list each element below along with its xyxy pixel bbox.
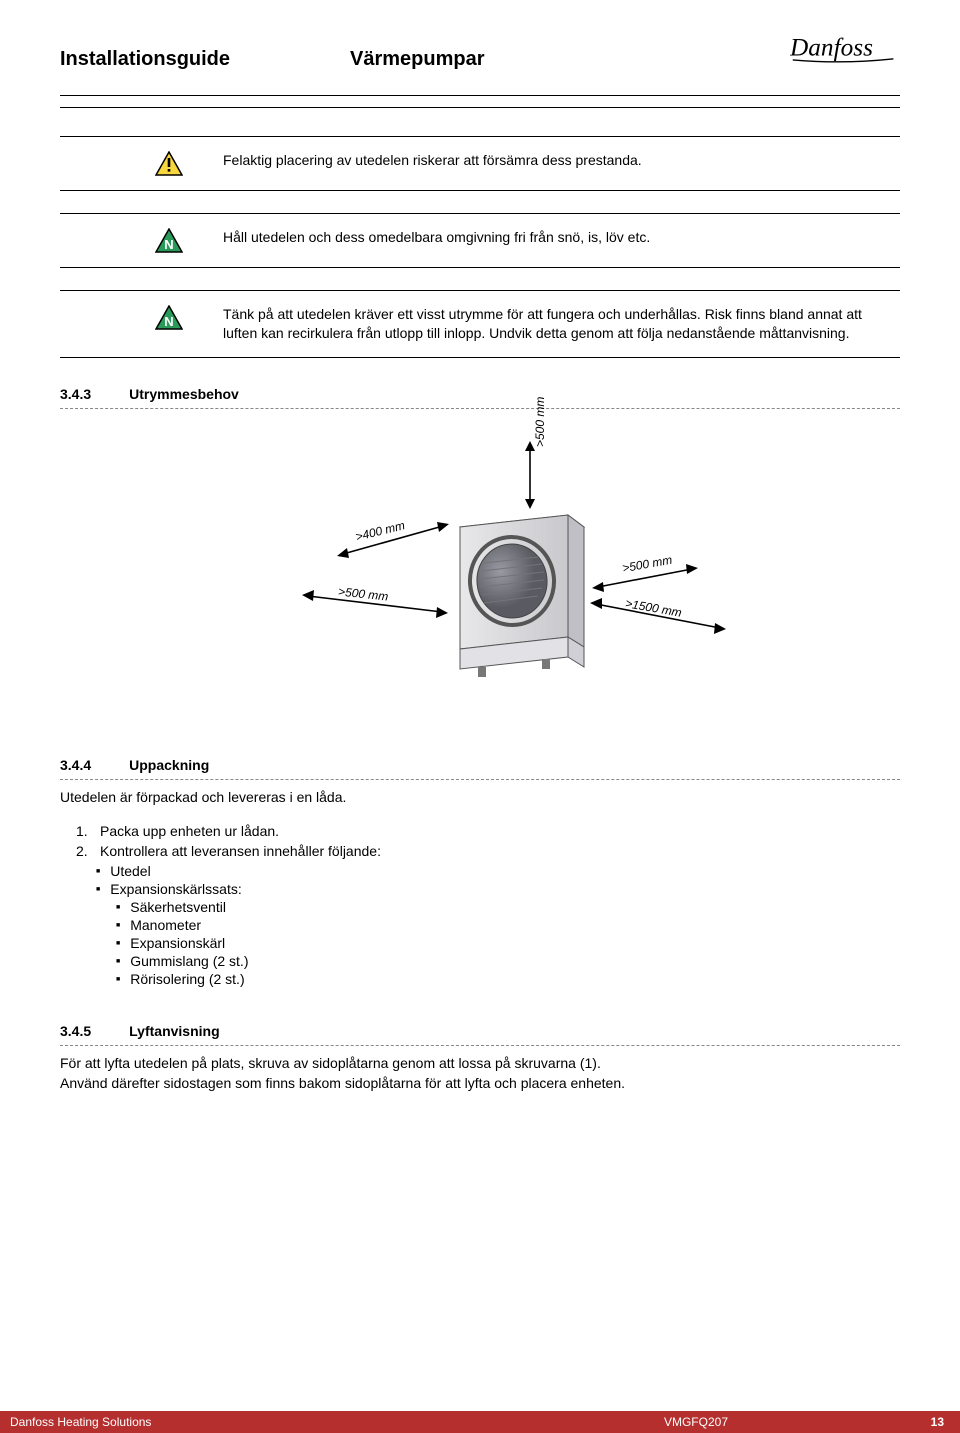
list-item: Rörisolering (2 st.) bbox=[130, 971, 244, 987]
list-item: Säkerhetsventil bbox=[130, 899, 226, 915]
bullet-icon: ■ bbox=[116, 976, 120, 987]
section-title: Lyftanvisning bbox=[129, 1023, 220, 1039]
unpacking-steps: 1. Packa upp enheten ur lådan. 2. Kontroll… bbox=[76, 823, 900, 859]
lift-p2: Använd därefter sidostagen som finns bak… bbox=[60, 1074, 900, 1094]
note-2: N Tänk på att utedelen kräver ett visst … bbox=[60, 295, 900, 353]
svg-text:N: N bbox=[164, 237, 173, 252]
rule bbox=[60, 107, 900, 108]
footer-code: VMGFQ207 bbox=[467, 1415, 924, 1429]
section-3-4-3: 3.4.3 Utrymmesbehov >500 mm >400 mm bbox=[60, 386, 900, 729]
list-item: Expansionskärlssats: bbox=[110, 881, 242, 897]
section-3-4-4: 3.4.4 Uppackning Utedelen är förpackad o… bbox=[60, 757, 900, 988]
section-lead: Utedelen är förpackad och levereras i en… bbox=[60, 788, 900, 808]
rule bbox=[60, 267, 900, 268]
bullet-icon: ■ bbox=[116, 922, 120, 933]
bullet-icon: ■ bbox=[96, 886, 100, 897]
note-icon: N bbox=[155, 305, 183, 330]
list-item: Expansionskärl bbox=[130, 935, 225, 951]
footer-left: Danfoss Heating Solutions bbox=[10, 1415, 467, 1429]
step-num: 1. bbox=[76, 823, 92, 839]
dashed-rule bbox=[60, 779, 900, 780]
rule bbox=[60, 290, 900, 291]
rule bbox=[60, 190, 900, 191]
bullet-icon: ■ bbox=[96, 868, 100, 879]
page-header: Installationsguide Värmepumpar Danfoss bbox=[60, 30, 900, 91]
section-3-4-5: 3.4.5 Lyftanvisning För att lyfta utedel… bbox=[60, 1023, 900, 1093]
list-item: Utedel bbox=[110, 863, 150, 879]
note-icon: N bbox=[155, 228, 183, 253]
note-1: N Håll utedelen och dess omedelbara omgi… bbox=[60, 218, 900, 263]
svg-text:Danfoss: Danfoss bbox=[790, 34, 873, 62]
section-title: Uppackning bbox=[129, 757, 209, 773]
warning-notice: Felaktig placering av utedelen riskerar … bbox=[60, 141, 900, 186]
expansion-kit-list: ■ Säkerhetsventil ■ Manometer ■ Expansionsk… bbox=[116, 899, 900, 987]
section-title: Utrymmesbehov bbox=[129, 386, 239, 402]
note-2-text: Tänk på att utedelen kräver ett visst ut… bbox=[223, 305, 900, 343]
heat-pump-illustration bbox=[450, 509, 590, 679]
rule bbox=[60, 357, 900, 358]
list-item: Manometer bbox=[130, 917, 201, 933]
dim-top: >500 mm bbox=[533, 396, 547, 446]
contents-list: ■ Utedel ■ Expansionskärlssats: bbox=[96, 863, 900, 897]
clearance-diagram: >500 mm >400 mm >500 mm >500 mm bbox=[230, 439, 730, 729]
lift-p1: För att lyfta utedelen på plats, skruva … bbox=[60, 1054, 900, 1074]
warning-text: Felaktig placering av utedelen riskerar … bbox=[223, 151, 900, 170]
section-number: 3.4.3 bbox=[60, 386, 91, 402]
doc-title-right: Värmepumpar bbox=[350, 48, 485, 71]
dashed-rule bbox=[60, 1045, 900, 1046]
bullet-icon: ■ bbox=[116, 940, 120, 951]
rule bbox=[60, 213, 900, 214]
page-footer: Danfoss Heating Solutions VMGFQ207 13 bbox=[0, 1411, 960, 1433]
dashed-rule bbox=[60, 408, 900, 409]
svg-text:N: N bbox=[164, 314, 173, 329]
step-num: 2. bbox=[76, 843, 92, 859]
doc-title-left: Installationsguide bbox=[60, 48, 230, 71]
page-number: 13 bbox=[925, 1415, 950, 1429]
bullet-icon: ■ bbox=[116, 904, 120, 915]
header-titles: Installationsguide Värmepumpar bbox=[60, 48, 485, 71]
section-number: 3.4.4 bbox=[60, 757, 91, 773]
rule bbox=[60, 136, 900, 137]
danfoss-logo: Danfoss bbox=[790, 30, 900, 70]
note-1-text: Håll utedelen och dess omedelbara omgivn… bbox=[223, 228, 900, 247]
step-text: Kontrollera att leveransen innehåller fö… bbox=[100, 843, 381, 859]
section-number: 3.4.5 bbox=[60, 1023, 91, 1039]
warning-icon bbox=[155, 151, 183, 176]
rule bbox=[60, 95, 900, 96]
list-item: Gummislang (2 st.) bbox=[130, 953, 248, 969]
step-text: Packa upp enheten ur lådan. bbox=[100, 823, 279, 839]
bullet-icon: ■ bbox=[116, 958, 120, 969]
